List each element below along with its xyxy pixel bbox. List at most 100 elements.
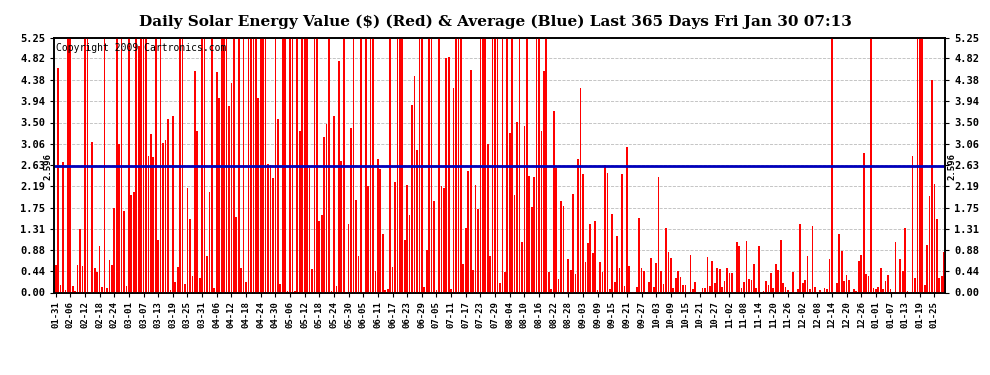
Bar bbox=[236, 217, 238, 292]
Text: Copyright 2009 Cartronics.com: Copyright 2009 Cartronics.com bbox=[56, 43, 227, 52]
Bar bbox=[54, 265, 56, 292]
Bar bbox=[64, 290, 66, 292]
Bar bbox=[580, 88, 581, 292]
Bar bbox=[621, 174, 623, 292]
Bar bbox=[692, 289, 694, 292]
Bar bbox=[567, 259, 569, 292]
Bar bbox=[890, 290, 891, 292]
Bar bbox=[804, 280, 806, 292]
Bar bbox=[836, 283, 838, 292]
Bar bbox=[562, 206, 564, 292]
Bar bbox=[169, 290, 171, 292]
Bar bbox=[770, 273, 772, 292]
Bar bbox=[731, 273, 733, 292]
Bar bbox=[146, 38, 147, 292]
Bar bbox=[311, 268, 313, 292]
Bar bbox=[384, 290, 386, 292]
Bar bbox=[352, 38, 354, 292]
Bar bbox=[343, 38, 345, 292]
Bar bbox=[943, 252, 945, 292]
Bar bbox=[853, 289, 854, 292]
Bar bbox=[609, 289, 611, 292]
Bar bbox=[792, 272, 794, 292]
Bar bbox=[509, 133, 511, 292]
Bar bbox=[855, 291, 857, 292]
Bar bbox=[895, 243, 896, 292]
Bar bbox=[233, 38, 235, 292]
Bar bbox=[812, 226, 813, 292]
Bar bbox=[159, 38, 161, 292]
Bar bbox=[262, 38, 264, 292]
Bar bbox=[72, 286, 73, 292]
Bar bbox=[597, 291, 598, 292]
Bar bbox=[560, 201, 562, 292]
Bar bbox=[209, 192, 210, 292]
Bar bbox=[492, 38, 493, 292]
Bar bbox=[907, 291, 909, 292]
Bar bbox=[191, 276, 193, 292]
Bar bbox=[584, 262, 586, 292]
Bar bbox=[672, 288, 674, 292]
Bar bbox=[660, 271, 662, 292]
Bar bbox=[575, 274, 576, 292]
Bar bbox=[62, 162, 63, 292]
Bar bbox=[799, 224, 801, 292]
Bar bbox=[545, 38, 547, 292]
Bar bbox=[662, 285, 664, 292]
Bar bbox=[641, 268, 643, 292]
Bar bbox=[214, 288, 215, 292]
Bar bbox=[675, 278, 676, 292]
Bar bbox=[301, 38, 303, 292]
Bar bbox=[341, 161, 343, 292]
Bar bbox=[128, 38, 130, 292]
Bar bbox=[502, 38, 503, 292]
Bar bbox=[904, 228, 906, 292]
Bar bbox=[246, 282, 247, 292]
Bar bbox=[221, 38, 223, 292]
Bar bbox=[467, 171, 469, 292]
Bar bbox=[123, 211, 125, 292]
Bar bbox=[369, 38, 371, 292]
Bar bbox=[516, 122, 518, 292]
Bar bbox=[67, 38, 68, 292]
Bar bbox=[131, 195, 133, 292]
Bar bbox=[189, 219, 191, 292]
Bar bbox=[521, 243, 523, 292]
Bar bbox=[479, 38, 481, 292]
Bar bbox=[79, 229, 81, 292]
Bar bbox=[867, 276, 869, 292]
Bar bbox=[900, 260, 901, 292]
Bar bbox=[604, 165, 606, 292]
Bar bbox=[709, 286, 711, 292]
Bar bbox=[399, 38, 401, 292]
Bar bbox=[689, 255, 691, 292]
Bar bbox=[717, 268, 718, 292]
Bar bbox=[887, 275, 889, 292]
Bar bbox=[447, 57, 449, 292]
Bar bbox=[69, 38, 71, 292]
Text: 2.596: 2.596 bbox=[947, 153, 956, 180]
Bar bbox=[714, 283, 716, 292]
Bar bbox=[819, 290, 821, 292]
Bar bbox=[167, 119, 169, 292]
Bar bbox=[557, 279, 559, 292]
Bar bbox=[389, 38, 391, 292]
Bar bbox=[514, 195, 516, 292]
Bar bbox=[164, 140, 166, 292]
Bar bbox=[860, 255, 862, 292]
Bar bbox=[91, 142, 93, 292]
Bar bbox=[762, 291, 764, 292]
Bar bbox=[917, 38, 919, 292]
Bar bbox=[148, 156, 149, 292]
Bar bbox=[248, 38, 249, 292]
Bar bbox=[755, 288, 757, 292]
Bar bbox=[179, 38, 181, 292]
Bar bbox=[831, 38, 833, 292]
Bar bbox=[758, 246, 759, 292]
Bar bbox=[677, 271, 679, 292]
Bar bbox=[472, 270, 474, 292]
Bar bbox=[329, 38, 330, 292]
Bar bbox=[96, 272, 98, 292]
Bar bbox=[465, 228, 466, 292]
Bar bbox=[484, 38, 486, 292]
